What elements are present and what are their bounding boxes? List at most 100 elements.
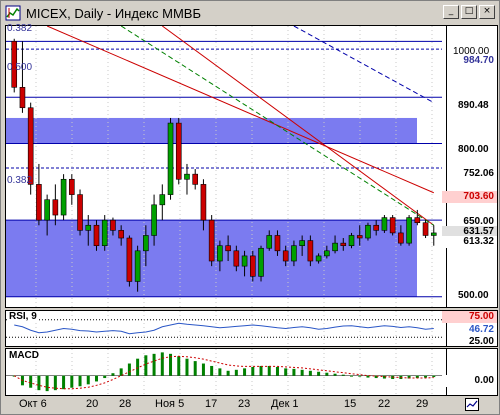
title-bar[interactable]: MICEX, Daily - Индекс ММВБ _ □ × <box>2 2 498 24</box>
x-label: Окт 6 <box>19 398 47 410</box>
macd-bar <box>251 366 255 376</box>
macd-bar <box>382 375 386 379</box>
macd-bar <box>333 373 337 376</box>
macd-bar <box>210 365 214 376</box>
macd-bar <box>358 375 362 377</box>
rsi-level-25: 25.00 <box>468 336 494 347</box>
trend-line <box>120 26 435 226</box>
candle-body <box>274 235 281 252</box>
support-band <box>6 117 417 144</box>
price-label-500: 500.00 <box>458 290 489 301</box>
candle-body <box>44 199 50 221</box>
macd-bar <box>127 363 131 376</box>
macd-bar <box>169 353 173 376</box>
trend-line <box>46 26 434 194</box>
macd-bar <box>152 353 156 376</box>
candle-body <box>373 224 379 231</box>
macd-bar <box>366 375 370 378</box>
macd-bar <box>424 375 428 378</box>
candle-body <box>110 219 116 231</box>
macd-bar <box>374 375 378 379</box>
chart-app-icon <box>5 5 21 21</box>
candle-body <box>282 250 289 262</box>
candle-body <box>332 242 338 252</box>
price-box-703: 703.60 <box>442 191 497 203</box>
candle-body <box>184 173 190 180</box>
macd-bar <box>300 369 304 376</box>
macd-axis <box>446 349 497 395</box>
macd-bar <box>144 355 148 376</box>
candle-body <box>175 122 182 180</box>
candle-body <box>389 217 396 234</box>
candle-body <box>118 230 124 239</box>
x-label: 15 <box>344 398 357 410</box>
macd-bar <box>284 368 288 376</box>
macd-bar <box>407 375 411 379</box>
price-axis <box>446 26 497 307</box>
price-panel[interactable] <box>5 25 498 308</box>
macd-bar <box>432 375 436 378</box>
x-label: 22 <box>378 398 391 410</box>
maximize-button[interactable]: □ <box>461 5 477 19</box>
macd-bar <box>53 375 57 391</box>
macd-bar <box>86 375 90 385</box>
minimize-button[interactable]: _ <box>443 5 459 19</box>
candle-body <box>241 255 248 267</box>
macd-chart <box>6 349 442 395</box>
price-box-631: 631.57 <box>442 226 497 238</box>
macd-bar <box>103 375 107 379</box>
candle-body <box>365 224 371 239</box>
candle-body <box>225 245 231 252</box>
candle-body <box>60 178 67 216</box>
window-title: MICEX, Daily - Индекс ММВБ <box>26 5 201 21</box>
macd-bar <box>415 375 419 379</box>
rsi-chart <box>6 311 442 346</box>
price-box-650: 650.00 <box>463 216 494 227</box>
candle-body <box>217 245 223 262</box>
x-label: 17 <box>205 398 218 410</box>
candle-body <box>36 184 42 221</box>
macd-bar <box>325 372 329 376</box>
macd-bar <box>193 361 197 376</box>
candle-body <box>85 224 92 231</box>
macd-bar <box>341 374 345 376</box>
candle-body <box>52 199 59 216</box>
macd-bar <box>218 368 222 376</box>
candle-body <box>167 122 174 195</box>
close-button[interactable]: × <box>479 5 495 19</box>
autoscroll-icon[interactable] <box>465 398 479 411</box>
candle-body <box>77 194 83 231</box>
macd-bar <box>243 368 247 376</box>
macd-panel[interactable]: MACD <box>5 348 498 396</box>
rsi-label: RSI, 9 <box>7 311 39 322</box>
macd-bar <box>317 371 321 376</box>
macd-bar <box>275 366 279 376</box>
candle-body <box>299 240 305 246</box>
price-chart <box>6 26 442 307</box>
macd-bar <box>292 368 296 376</box>
macd-signal-line <box>13 355 434 390</box>
macd-bar <box>62 375 66 390</box>
macd-bar <box>160 352 164 376</box>
macd-bar <box>70 375 74 388</box>
macd-label: MACD <box>7 350 41 361</box>
candle-body <box>208 219 215 262</box>
x-label: 29 <box>416 398 429 410</box>
price-box-752: 752.06 <box>463 168 494 179</box>
candle-body <box>414 217 421 224</box>
candle-body <box>307 240 314 262</box>
rsi-panel[interactable]: RSI, 9 <box>5 310 498 347</box>
macd-bar <box>119 368 123 376</box>
macd-bar <box>259 365 263 376</box>
x-label: 20 <box>86 398 99 410</box>
macd-bar <box>267 365 271 376</box>
candle-body <box>11 41 18 88</box>
candle-body <box>126 237 133 282</box>
macd-bar <box>234 369 238 376</box>
candle-body <box>315 255 322 262</box>
macd-bar <box>226 370 230 376</box>
macd-bar <box>185 358 189 376</box>
macd-bar <box>308 370 312 376</box>
candle-body <box>258 247 264 277</box>
